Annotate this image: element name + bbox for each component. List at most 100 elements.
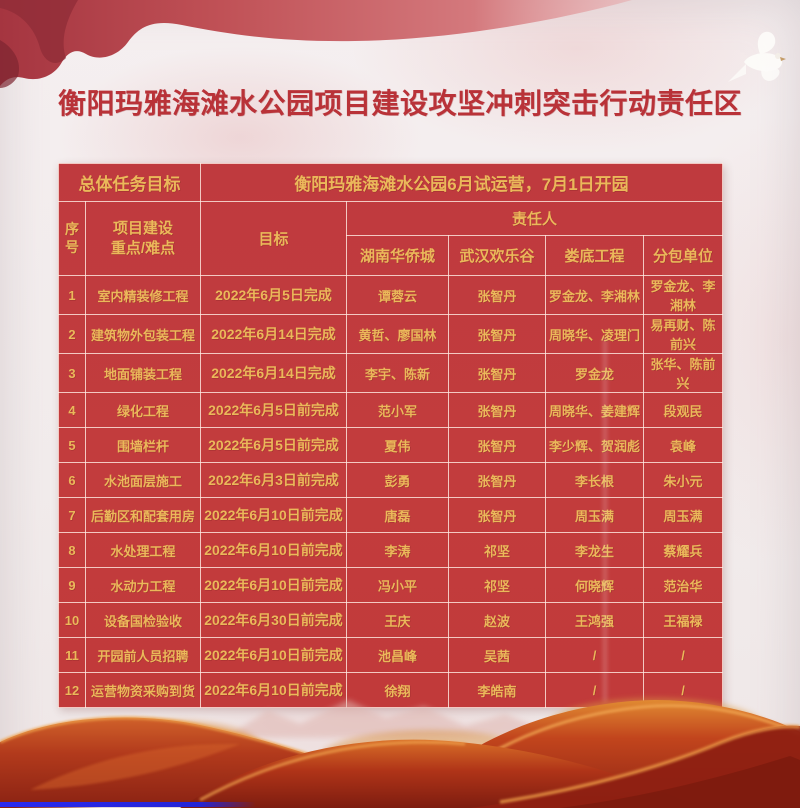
col-header-target: 目标 — [200, 201, 347, 276]
blue-strip-decoration — [0, 802, 256, 807]
cell-target: 2022年6月5日前完成 — [200, 427, 347, 463]
col-header-org4: 分包单位 — [643, 235, 723, 276]
cell-org1-names: 黄哲、廖国林 — [346, 314, 449, 354]
cell-item: 室内精装修工程 — [85, 275, 201, 315]
table-row: 4 绿化工程 2022年6月5日前完成 范小军 张智丹 周晓华、姜建辉 段观民 — [58, 392, 723, 428]
cell-org2-names: 祁坚 — [448, 567, 546, 603]
dove-icon — [728, 31, 786, 82]
cell-org1-names: 池昌峰 — [346, 637, 449, 673]
col-header-project-line1: 项目建设 — [112, 220, 173, 237]
table-row: 5 围墙栏杆 2022年6月5日前完成 夏伟 张智丹 李少辉、贺润彪 袁峰 — [58, 427, 723, 463]
col-header-org1: 湖南华侨城 — [346, 235, 449, 276]
cell-org3-names: 周晓华、姜建辉 — [545, 392, 644, 428]
overall-goal-value: 衡阳玛雅海滩水公园6月试运营，7月1日开园 — [200, 163, 723, 202]
cell-seq: 3 — [58, 353, 86, 393]
cell-target: 2022年6月5日前完成 — [200, 392, 347, 428]
cell-org4-names: 张华、陈前兴 — [643, 353, 723, 393]
col-header-org2: 武汉欢乐谷 — [448, 235, 546, 276]
table-head-rows: 总体任务目标 衡阳玛雅海滩水公园6月试运营，7月1日开园 序号 项目建设 重点/… — [58, 163, 723, 276]
overall-goal-label: 总体任务目标 — [58, 163, 201, 202]
col-header-project: 项目建设 重点/难点 — [85, 201, 201, 276]
table-row: 10 设备国检验收 2022年6月30日前完成 王庆 赵波 王鸿强 王福禄 — [58, 602, 723, 638]
cell-seq: 7 — [58, 497, 86, 533]
cell-org4-names: / — [643, 637, 723, 673]
cell-org1-names: 谭蓉云 — [346, 275, 449, 315]
cell-seq: 1 — [58, 275, 86, 315]
cell-target: 2022年6月10日前完成 — [200, 497, 347, 533]
table-row: 3 地面铺装工程 2022年6月14日完成 李宇、陈新 张智丹 罗金龙 张华、陈… — [58, 353, 723, 393]
cell-org4-names: 王福禄 — [643, 602, 723, 638]
cell-org3-names: / — [545, 637, 644, 673]
cell-org4-names: 周玉满 — [643, 497, 723, 533]
cell-item: 地面铺装工程 — [85, 353, 201, 393]
cell-target: 2022年6月3日前完成 — [200, 462, 347, 498]
cell-org2-names: 李皓南 — [448, 672, 546, 708]
cell-org3-names: 罗金龙、李湘林 — [545, 275, 644, 315]
cell-org2-names: 张智丹 — [448, 462, 546, 498]
cell-org4-names: 易再财、陈前兴 — [643, 314, 723, 354]
cell-seq: 9 — [58, 567, 86, 603]
table-row: 12 运营物资采购到货 2022年6月10日前完成 徐翔 李皓南 / / — [58, 672, 723, 708]
cell-item: 水池面层施工 — [85, 462, 201, 498]
cell-item: 水动力工程 — [85, 567, 201, 603]
cell-org4-names: 朱小元 — [643, 462, 723, 498]
cell-org2-names: 张智丹 — [448, 497, 546, 533]
table-row: 6 水池面层施工 2022年6月3日前完成 彭勇 张智丹 李长根 朱小元 — [58, 462, 723, 498]
cell-org1-names: 夏伟 — [346, 427, 449, 463]
cell-org2-names: 张智丹 — [448, 275, 546, 315]
responsibility-table: 总体任务目标 衡阳玛雅海滩水公园6月试运营，7月1日开园 序号 项目建设 重点/… — [58, 163, 723, 708]
cell-target: 2022年6月10日前完成 — [200, 637, 347, 673]
cell-org3-names: 李长根 — [545, 462, 644, 498]
cell-item: 设备国检验收 — [85, 602, 201, 638]
cell-org4-names: 范治华 — [643, 567, 723, 603]
col-header-org3: 娄底工程 — [545, 235, 644, 276]
col-header-seq: 序号 — [58, 201, 86, 276]
cell-seq: 10 — [58, 602, 86, 638]
cell-org2-names: 张智丹 — [448, 353, 546, 393]
cell-org3-names: 罗金龙 — [545, 353, 644, 393]
cell-org4-names: 罗金龙、李湘林 — [643, 275, 723, 315]
cell-org3-names: 周晓华、凌理门 — [545, 314, 644, 354]
cell-target: 2022年6月14日完成 — [200, 353, 347, 393]
table-row: 7 后勤区和配套用房 2022年6月10日前完成 唐磊 张智丹 周玉满 周玉满 — [58, 497, 723, 533]
cell-org2-names: 张智丹 — [448, 314, 546, 354]
cell-org4-names: 袁峰 — [643, 427, 723, 463]
cell-org3-names: 李少辉、贺润彪 — [545, 427, 644, 463]
red-silk-decoration — [0, 698, 800, 808]
cell-org2-names: 张智丹 — [448, 392, 546, 428]
cell-org4-names: 段观民 — [643, 392, 723, 428]
glare-streak — [603, 338, 607, 702]
cell-org1-names: 王庆 — [346, 602, 449, 638]
cell-org2-names: 赵波 — [448, 602, 546, 638]
cell-org1-names: 彭勇 — [346, 462, 449, 498]
table-row: 2 建筑物外包装工程 2022年6月14日完成 黄哲、廖国林 张智丹 周晓华、凌… — [58, 314, 723, 354]
cell-org1-names: 冯小平 — [346, 567, 449, 603]
cell-item: 水处理工程 — [85, 532, 201, 568]
cell-target: 2022年6月14日完成 — [200, 314, 347, 354]
cell-item: 开园前人员招聘 — [85, 637, 201, 673]
col-header-responsible: 责任人 — [346, 201, 723, 236]
cell-org1-names: 李宇、陈新 — [346, 353, 449, 393]
cell-seq: 6 — [58, 462, 86, 498]
page-title: 衡阳玛雅海滩水公园项目建设攻坚冲刺突击行动责任区 — [57, 88, 742, 119]
cell-seq: 11 — [58, 637, 86, 673]
cell-org2-names: 祁坚 — [448, 532, 546, 568]
cell-target: 2022年6月10日前完成 — [200, 567, 347, 603]
red-flag-decoration — [0, 0, 632, 88]
cell-org1-names: 李涛 — [346, 532, 449, 568]
col-header-project-line2: 重点/难点 — [110, 239, 176, 257]
cell-org3-names: 王鸿强 — [545, 602, 644, 638]
cell-org3-names: 何晓辉 — [545, 567, 644, 603]
cell-org4-names: 蔡耀兵 — [643, 532, 723, 568]
cell-seq: 5 — [58, 427, 86, 463]
table-row: 1 室内精装修工程 2022年6月5日完成 谭蓉云 张智丹 罗金龙、李湘林 罗金… — [58, 275, 723, 315]
cell-target: 2022年6月10日前完成 — [200, 532, 347, 568]
table-row: 9 水动力工程 2022年6月10日前完成 冯小平 祁坚 何晓辉 范治华 — [58, 567, 723, 603]
cell-seq: 2 — [58, 314, 86, 354]
cell-org3-names: 李龙生 — [545, 532, 644, 568]
table-body: 1 室内精装修工程 2022年6月5日完成 谭蓉云 张智丹 罗金龙、李湘林 罗金… — [58, 275, 723, 708]
cell-seq: 8 — [58, 532, 86, 568]
cell-item: 后勤区和配套用房 — [85, 497, 201, 533]
cell-seq: 4 — [58, 392, 86, 428]
